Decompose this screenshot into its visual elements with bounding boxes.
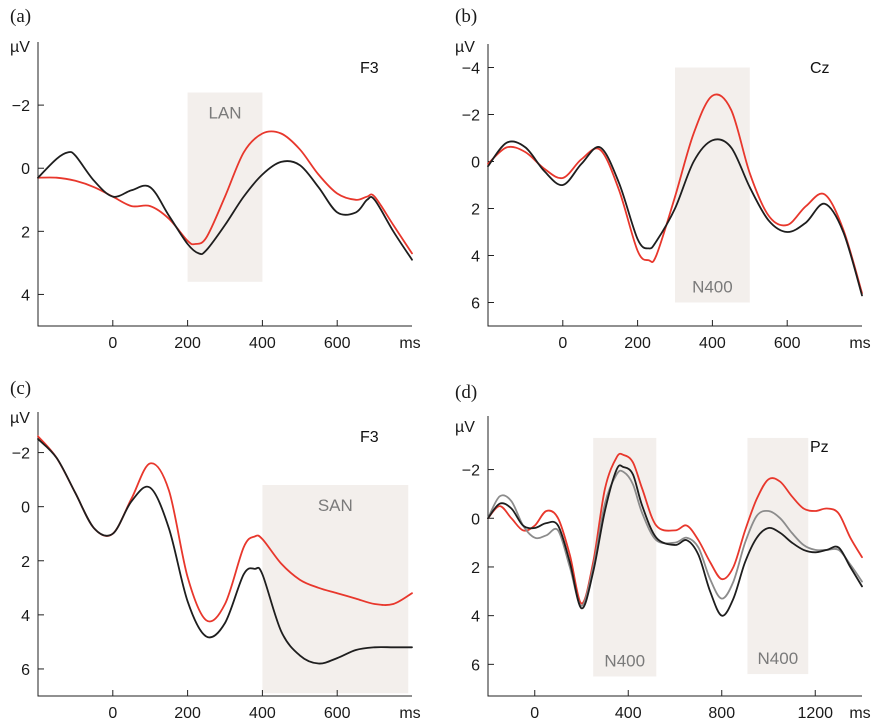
y-tick-label: 2	[21, 224, 30, 241]
x-tick-label: 400	[615, 705, 642, 722]
axis-lines	[487, 44, 862, 327]
y-tick-label: 2	[471, 560, 480, 577]
erp-trace-black	[487, 464, 863, 617]
y-unit-label: µV	[10, 39, 30, 56]
x-tick-label: 600	[324, 335, 351, 352]
y-tick-label: 6	[471, 657, 480, 674]
x-tick-label: 0	[530, 705, 539, 722]
panel-label: (b)	[455, 6, 477, 27]
y-tick-label: 6	[471, 296, 480, 313]
x-tick-label: 600	[774, 335, 801, 352]
window-label: N400	[758, 649, 799, 668]
panel-label: (c)	[10, 378, 31, 399]
analysis-window	[675, 67, 750, 303]
electrode-label: Pz	[810, 439, 829, 456]
y-tick-label: 0	[21, 500, 30, 517]
y-unit-label: µV	[455, 39, 475, 56]
x-tick-label: 0	[108, 705, 117, 722]
x-tick-label: 200	[174, 335, 201, 352]
y-tick-label: 2	[471, 202, 480, 219]
axis-lines	[37, 42, 412, 327]
x-tick-label: 200	[174, 705, 201, 722]
y-tick-label: 0	[471, 155, 480, 172]
y-tick-label: 0	[21, 161, 30, 178]
analysis-window	[593, 437, 657, 677]
y-tick-label: −2	[12, 446, 30, 463]
x-tick-label: 400	[249, 335, 276, 352]
y-tick-label: 4	[471, 609, 480, 626]
y-tick-label: −2	[462, 108, 480, 125]
y-tick-label: −2	[12, 98, 30, 115]
x-tick-label: 0	[108, 335, 117, 352]
x-unit-label: ms	[399, 335, 420, 352]
x-tick-label: 0	[558, 335, 567, 352]
electrode-label: F3	[360, 60, 379, 77]
x-tick-label: 600	[324, 705, 351, 722]
y-tick-label: −2	[462, 463, 480, 480]
analysis-window	[262, 485, 409, 694]
panel-d: N400 N400 −2 0 2 4 6 0 400 800 1200 ms µV (d) Pz	[455, 382, 871, 722]
x-unit-label: ms	[849, 335, 870, 352]
window-label: N400	[604, 652, 645, 671]
y-tick-label: 4	[471, 249, 480, 266]
panel-a: LAN −2 0 2 4 0 200 400 600 ms µV (a) F3	[10, 6, 421, 352]
erp-trace-black	[487, 138, 863, 297]
x-tick-label: 1200	[797, 705, 833, 722]
analysis-window	[747, 437, 809, 675]
x-tick-label: 200	[624, 335, 651, 352]
y-tick-label: 2	[21, 554, 30, 571]
panel-c: SAN −2 0 2 4 6 0 200 400 600 ms µV (c) F3	[10, 378, 421, 722]
panel-label: (d)	[455, 382, 477, 403]
window-label: LAN	[208, 103, 241, 122]
x-unit-label: ms	[849, 705, 870, 722]
x-tick-label: 800	[708, 705, 735, 722]
electrode-label: Cz	[810, 60, 830, 77]
y-tick-label: 0	[471, 511, 480, 528]
erp-trace-gray	[487, 469, 863, 607]
y-tick-label: 4	[21, 608, 30, 625]
x-tick-label: 400	[249, 705, 276, 722]
erp-trace-red	[487, 452, 863, 605]
y-tick-label: 4	[21, 287, 30, 304]
erp-trace-black	[37, 151, 413, 261]
erp-trace-black	[37, 438, 413, 665]
y-unit-label: µV	[455, 419, 475, 436]
y-tick-label: −4	[462, 61, 480, 78]
window-label: SAN	[318, 496, 353, 515]
electrode-label: F3	[360, 429, 379, 446]
y-tick-label: 6	[21, 662, 30, 679]
panel-label: (a)	[10, 6, 31, 27]
x-unit-label: ms	[399, 705, 420, 722]
window-label: N400	[692, 278, 733, 297]
y-unit-label: µV	[10, 410, 30, 427]
axis-lines	[487, 416, 862, 697]
panel-b: N400 −4 −2 0 2 4 6 0 200 400 600 ms µV (b) Cz	[455, 6, 871, 352]
x-tick-label: 400	[699, 335, 726, 352]
